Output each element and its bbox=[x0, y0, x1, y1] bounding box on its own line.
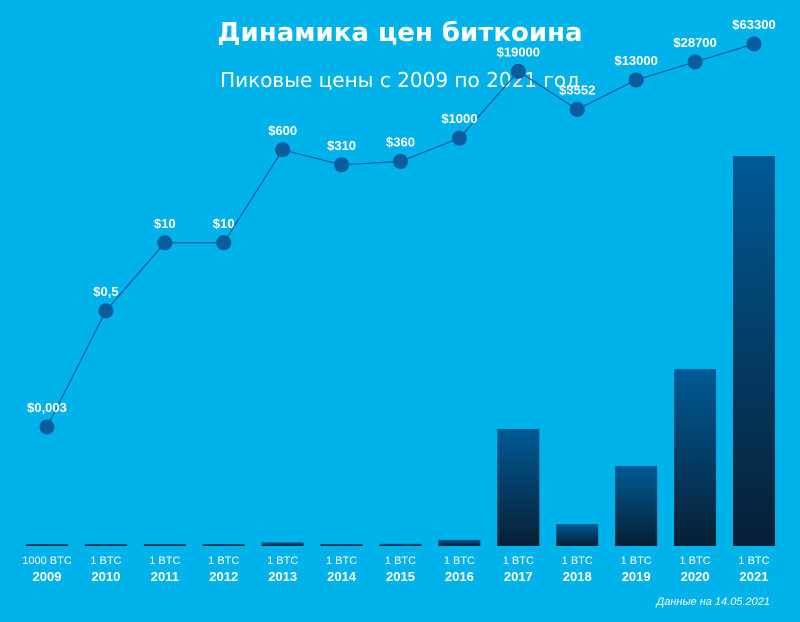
bar-2011 bbox=[143, 544, 186, 546]
price-label-2009: $0,003 bbox=[27, 400, 67, 415]
data-date-note: Данные на 14.05.2021 bbox=[656, 596, 770, 608]
bar-2012 bbox=[202, 544, 245, 546]
unit-label-2017: 1 BTC bbox=[503, 555, 534, 567]
price-point-2019 bbox=[628, 72, 644, 88]
price-label-2010: $0,5 bbox=[93, 284, 118, 299]
year-label-2020: 2020 bbox=[681, 569, 710, 584]
price-point-2014 bbox=[334, 157, 350, 173]
year-label-2014: 2014 bbox=[327, 569, 357, 584]
year-label-2009: 2009 bbox=[33, 569, 62, 584]
price-label-2012: $10 bbox=[213, 216, 235, 231]
price-line bbox=[46, 43, 755, 428]
price-point-2013 bbox=[275, 142, 291, 158]
price-label-2018: $3552 bbox=[559, 82, 595, 97]
price-label-2016: $1000 bbox=[441, 111, 477, 126]
unit-label-2019: 1 BTC bbox=[621, 555, 652, 567]
unit-label-2014: 1 BTC bbox=[326, 555, 357, 567]
unit-label-2012: 1 BTC bbox=[208, 555, 239, 567]
year-label-2019: 2019 bbox=[622, 569, 651, 584]
year-label-2018: 2018 bbox=[563, 569, 592, 584]
year-label-2017: 2017 bbox=[504, 569, 533, 584]
price-point-2015 bbox=[393, 153, 408, 169]
bar-2013 bbox=[261, 542, 304, 546]
year-label-2015: 2015 bbox=[386, 569, 415, 584]
price-point-2012 bbox=[216, 235, 232, 251]
price-point-2020 bbox=[687, 54, 703, 70]
year-label-2012: 2012 bbox=[209, 569, 238, 584]
price-point-2018 bbox=[569, 101, 585, 117]
unit-label-2011: 1 BTC bbox=[149, 555, 180, 567]
bar-2014 bbox=[320, 544, 363, 546]
bar-2020 bbox=[674, 369, 717, 546]
bar-2017 bbox=[497, 428, 540, 546]
bar-2016 bbox=[438, 539, 481, 546]
price-label-2019: $13000 bbox=[614, 53, 657, 68]
unit-label-2021: 1 BTC bbox=[738, 555, 769, 567]
unit-label-2015: 1 BTC bbox=[385, 555, 416, 567]
bar-2019 bbox=[615, 465, 658, 546]
unit-label-2013: 1 BTC bbox=[267, 555, 298, 567]
price-point-2017 bbox=[510, 63, 526, 79]
price-point-2021 bbox=[746, 36, 762, 52]
price-point-2011 bbox=[157, 235, 173, 251]
price-label-2017: $19000 bbox=[497, 44, 540, 59]
year-label-2013: 2013 bbox=[268, 569, 297, 584]
unit-label-2018: 1 BTC bbox=[562, 555, 593, 567]
bar-2018 bbox=[556, 524, 599, 546]
price-point-2016 bbox=[451, 130, 467, 146]
price-label-2020: $28700 bbox=[673, 35, 716, 50]
year-label-2010: 2010 bbox=[91, 569, 120, 584]
price-label-2015: $360 bbox=[386, 134, 415, 149]
unit-label-2010: 1 BTC bbox=[90, 555, 121, 567]
unit-label-2016: 1 BTC bbox=[444, 555, 475, 567]
year-label-2021: 2021 bbox=[740, 569, 769, 584]
price-label-2014: $310 bbox=[327, 138, 356, 153]
chart-title: Динамика цен биткоина bbox=[217, 18, 583, 48]
price-point-2009 bbox=[39, 419, 55, 435]
unit-label-2020: 1 BTC bbox=[679, 555, 710, 567]
unit-label-2009: 1000 BTC bbox=[22, 555, 72, 567]
price-label-2013: $600 bbox=[268, 123, 297, 138]
bar-2010 bbox=[84, 544, 127, 546]
bar-2021 bbox=[733, 156, 775, 546]
bar-2015 bbox=[379, 543, 422, 546]
price-label-2021: $63300 bbox=[732, 17, 775, 32]
year-label-2016: 2016 bbox=[445, 569, 474, 584]
price-point-2010 bbox=[98, 303, 114, 319]
price-label-2011: $10 bbox=[154, 216, 176, 231]
year-label-2011: 2011 bbox=[151, 569, 179, 584]
bar-2009 bbox=[26, 544, 68, 546]
